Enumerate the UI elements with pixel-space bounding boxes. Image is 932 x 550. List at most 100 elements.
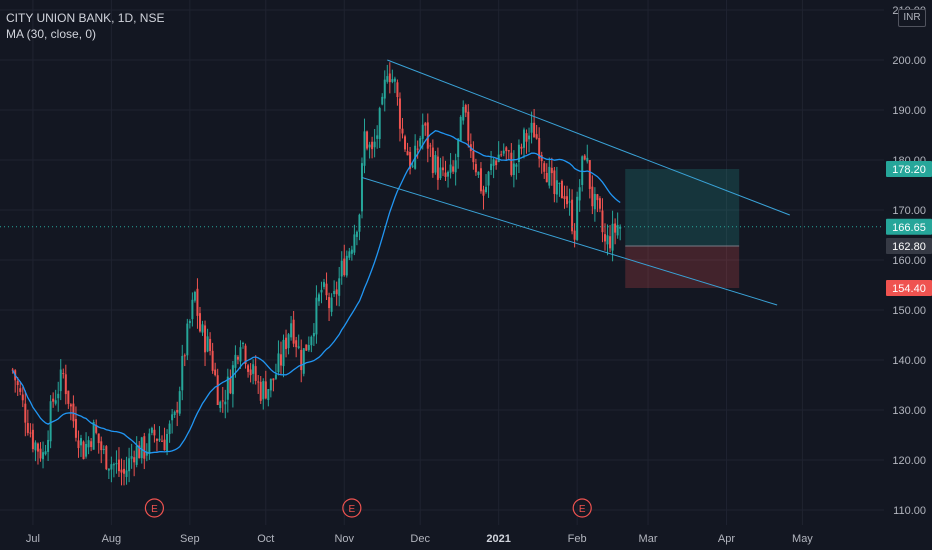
candle-body bbox=[535, 134, 538, 139]
candle-body bbox=[320, 289, 323, 293]
candle-body bbox=[421, 124, 424, 139]
candle-body bbox=[363, 131, 366, 166]
candle-body bbox=[166, 433, 169, 452]
candle-body bbox=[315, 297, 318, 335]
candle-body bbox=[168, 423, 171, 435]
candle-body bbox=[74, 419, 77, 438]
candle-body bbox=[576, 196, 579, 240]
entry-price-tag-text: 162.80 bbox=[892, 241, 926, 253]
candle-body bbox=[247, 365, 250, 372]
candle-body bbox=[90, 441, 93, 447]
candle-body bbox=[171, 414, 174, 421]
target-price-tag: 178.20 bbox=[886, 161, 932, 177]
earnings-marker[interactable]: E bbox=[342, 498, 362, 518]
candle-body bbox=[391, 79, 394, 82]
channel-lower-line[interactable] bbox=[361, 177, 778, 306]
candle-body bbox=[495, 160, 498, 166]
candle-body bbox=[543, 163, 546, 172]
candle-body bbox=[338, 278, 341, 296]
candle-body bbox=[277, 353, 280, 373]
y-tick-label: 160.00 bbox=[892, 255, 926, 267]
candle-body bbox=[507, 150, 510, 152]
candle-body bbox=[254, 366, 257, 381]
chart-legend: CITY UNION BANK, 1D, NSE MA (30, close, … bbox=[6, 10, 164, 42]
candle-body bbox=[155, 438, 158, 441]
candle-body bbox=[29, 432, 32, 434]
candle-body bbox=[300, 349, 303, 371]
candle-body bbox=[115, 463, 118, 465]
y-tick-label: 120.00 bbox=[892, 455, 926, 467]
candle-body bbox=[431, 147, 434, 174]
candle-body bbox=[502, 150, 505, 154]
candle-body bbox=[462, 106, 465, 121]
candle-body bbox=[209, 338, 212, 352]
stop-price-tag-bg bbox=[886, 280, 932, 296]
x-tick-label: Aug bbox=[102, 533, 122, 545]
candle-body bbox=[100, 441, 103, 451]
candle-body bbox=[454, 160, 457, 173]
candle-body bbox=[371, 141, 374, 150]
candle-body bbox=[307, 345, 310, 351]
candle-body bbox=[606, 235, 609, 245]
y-tick-label: 170.00 bbox=[892, 205, 926, 217]
candle-body bbox=[193, 291, 196, 301]
price-axis[interactable]: 110.00 120.00 130.00 140.00 150.00 160.00 170.… bbox=[884, 0, 932, 550]
target-price-tag-text: 178.20 bbox=[892, 164, 926, 176]
candle-body bbox=[295, 340, 298, 348]
candle-body bbox=[292, 319, 295, 344]
earnings-marker[interactable]: E bbox=[144, 498, 165, 518]
candle-body bbox=[57, 393, 60, 399]
entry-price-tag-bg bbox=[886, 238, 932, 254]
target-price-tag-bg bbox=[886, 161, 932, 177]
indicator-label[interactable]: MA (30, close, 0) bbox=[6, 27, 97, 41]
candle-body bbox=[419, 138, 422, 147]
candle-body bbox=[601, 210, 604, 233]
candle-body bbox=[305, 344, 308, 351]
x-tick-label: Nov bbox=[334, 533, 354, 545]
candle-body bbox=[330, 297, 333, 312]
candle-body bbox=[123, 468, 126, 474]
candle-body bbox=[181, 355, 184, 391]
target-zone bbox=[625, 169, 740, 246]
candle-body bbox=[424, 123, 427, 126]
candle-body bbox=[310, 336, 313, 346]
candle-body bbox=[401, 128, 404, 134]
currency-badge[interactable]: INR bbox=[898, 9, 926, 27]
candle-body bbox=[191, 299, 194, 320]
candle-body bbox=[216, 375, 219, 405]
price-tags: 178.20 166.65 162.80 154.40 bbox=[886, 161, 932, 296]
candle-body bbox=[366, 131, 369, 149]
candle-body bbox=[411, 165, 414, 167]
candle-body bbox=[439, 167, 442, 179]
candle-body bbox=[348, 251, 351, 258]
candle-body bbox=[426, 122, 429, 149]
candle-body bbox=[302, 348, 305, 374]
candle-body bbox=[396, 82, 399, 98]
candle-body bbox=[196, 288, 199, 316]
candle-body bbox=[82, 441, 85, 460]
candle-body bbox=[505, 147, 508, 152]
x-tick-label: Mar bbox=[639, 533, 658, 545]
channel-upper-line[interactable] bbox=[387, 59, 790, 216]
candle-body bbox=[333, 290, 336, 294]
candle-body bbox=[85, 443, 88, 457]
candle-body bbox=[444, 172, 447, 177]
time-axis[interactable]: Jul Aug Sep Oct Nov Dec 2021 Feb Mar Apr May bbox=[26, 533, 813, 545]
earnings-marker[interactable]: E bbox=[572, 498, 592, 518]
channel-lines[interactable] bbox=[361, 59, 790, 306]
candle-body bbox=[591, 186, 594, 207]
x-tick-label: Dec bbox=[410, 533, 430, 545]
last-price-tag-bg bbox=[886, 218, 932, 235]
candle-body bbox=[59, 369, 62, 392]
candle-body bbox=[24, 403, 27, 423]
candle-body bbox=[553, 170, 556, 194]
candle-body bbox=[596, 194, 599, 201]
candle-body bbox=[264, 381, 267, 399]
candle-body bbox=[317, 294, 320, 302]
candle-body bbox=[477, 171, 480, 175]
symbol-title[interactable]: CITY UNION BANK, 1D, NSE bbox=[6, 11, 165, 25]
candle-body bbox=[472, 150, 475, 163]
